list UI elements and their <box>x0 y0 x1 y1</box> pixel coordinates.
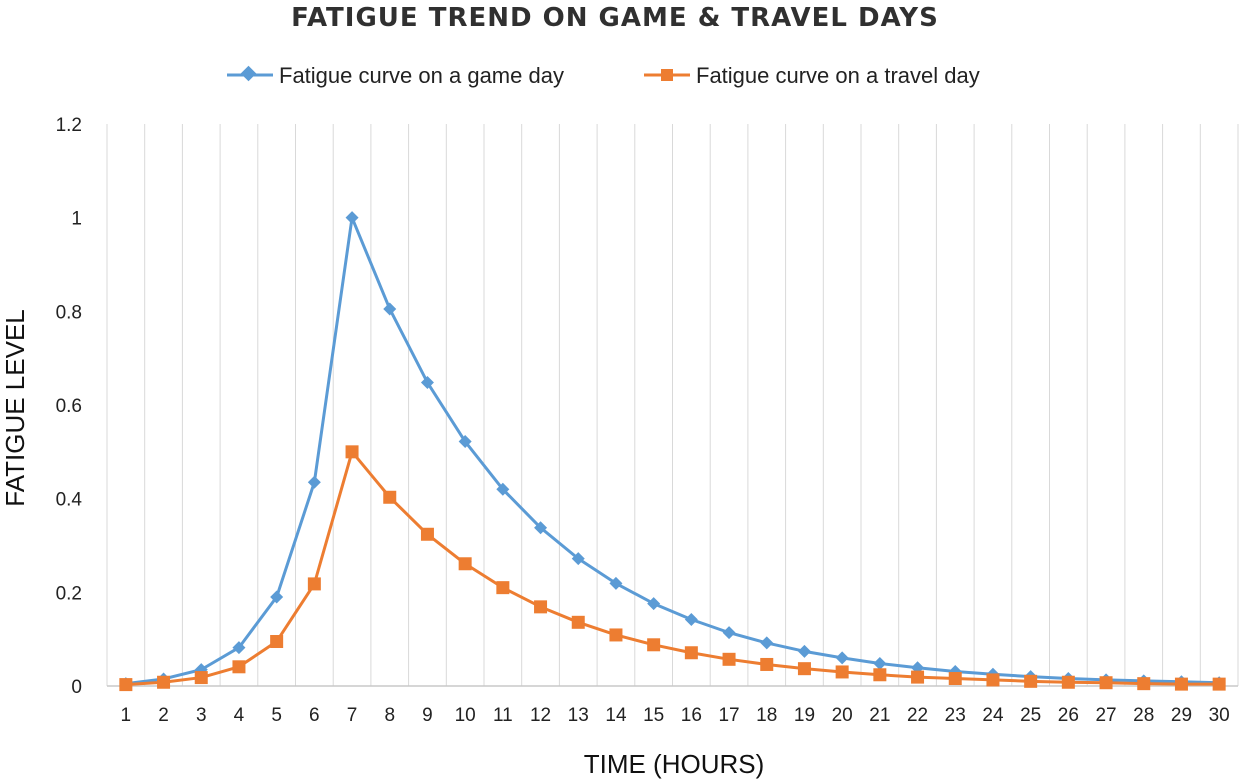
data-point <box>873 657 887 671</box>
x-tick-label: 29 <box>1171 705 1192 726</box>
x-tick-label: 16 <box>681 705 702 726</box>
data-point <box>307 577 321 591</box>
data-point <box>835 651 849 665</box>
x-tick-label: 24 <box>982 705 1004 726</box>
x-tick-label: 20 <box>832 705 853 726</box>
data-point <box>835 665 849 679</box>
x-tick-label: 6 <box>309 705 320 726</box>
data-point <box>420 376 434 390</box>
y-tick-label: 1 <box>71 209 82 230</box>
y-tick-label: 0 <box>71 677 82 698</box>
data-point <box>1137 677 1151 691</box>
y-axis-ticks: 0 0.2 0.4 0.6 0.8 1 1.2 <box>56 115 83 698</box>
x-tick-label: 5 <box>271 705 282 726</box>
x-tick-label: 15 <box>643 705 664 726</box>
x-tick-label: 17 <box>718 705 739 726</box>
x-tick-label: 9 <box>422 705 433 726</box>
x-tick-label: 13 <box>568 705 589 726</box>
data-point <box>647 638 661 652</box>
y-axis-label: FATIGUE LEVEL <box>0 309 30 506</box>
x-tick-label: 25 <box>1020 705 1041 726</box>
data-point <box>797 662 811 676</box>
x-tick-label: 10 <box>455 705 476 726</box>
data-point <box>458 435 472 449</box>
data-point <box>684 612 698 626</box>
x-tick-label: 8 <box>384 705 395 726</box>
y-tick-label: 0.8 <box>56 302 82 323</box>
gridlines <box>106 124 1239 687</box>
data-point <box>911 670 925 684</box>
x-tick-label: 4 <box>234 705 245 726</box>
legend-travel-marker <box>661 69 673 81</box>
data-point <box>458 557 472 571</box>
series-layer <box>119 211 1226 692</box>
x-tick-label: 7 <box>347 705 358 726</box>
data-point <box>948 672 962 686</box>
x-tick-label: 21 <box>869 705 890 726</box>
legend-game-label: Fatigue curve on a game day <box>279 63 564 88</box>
data-point <box>722 626 736 640</box>
x-axis-ticks: 1 2 3 4 5 6 7 8 9 10 11 12 13 14 15 16 17 18 19 20 21 22 23 24 2… <box>121 705 1230 726</box>
x-tick-label: 23 <box>945 705 966 726</box>
y-tick-label: 0.4 <box>56 490 83 511</box>
data-point <box>1212 677 1226 691</box>
data-point <box>647 597 661 611</box>
x-tick-label: 12 <box>530 705 551 726</box>
x-tick-label: 3 <box>196 705 207 726</box>
data-point <box>609 628 623 642</box>
data-point <box>760 636 774 650</box>
data-point <box>1024 674 1038 688</box>
x-tick-label: 1 <box>121 705 132 726</box>
data-point <box>684 646 698 660</box>
legend: Fatigue curve on a game day Fatigue curv… <box>227 63 980 88</box>
y-tick-label: 0.6 <box>56 396 82 417</box>
y-tick-label: 1.2 <box>56 115 82 136</box>
legend-travel-label: Fatigue curve on a travel day <box>696 63 980 88</box>
x-tick-label: 19 <box>794 705 815 726</box>
data-point <box>420 527 434 541</box>
x-tick-label: 11 <box>493 705 513 726</box>
data-point <box>383 302 397 316</box>
data-point <box>232 660 246 674</box>
data-point <box>760 657 774 671</box>
data-point <box>496 581 510 595</box>
legend-game-marker <box>240 65 257 82</box>
data-point <box>986 673 1000 687</box>
x-tick-label: 22 <box>907 705 928 726</box>
x-axis-label: TIME (HOURS) <box>584 749 765 779</box>
data-point <box>270 590 284 604</box>
data-point <box>496 482 510 496</box>
data-point <box>722 652 736 666</box>
data-point <box>797 644 811 658</box>
chart-title: FATIGUE TREND ON GAME & TRAVEL DAYS <box>291 3 939 33</box>
series-travel-day <box>119 445 1226 692</box>
data-point <box>119 678 133 692</box>
x-tick-label: 28 <box>1133 705 1154 726</box>
data-point <box>873 668 887 682</box>
x-tick-label: 18 <box>756 705 777 726</box>
data-point <box>307 475 321 489</box>
data-point <box>534 600 548 614</box>
x-tick-label: 27 <box>1095 705 1116 726</box>
data-point <box>345 211 359 225</box>
data-point <box>534 521 548 535</box>
data-point <box>270 635 284 649</box>
y-tick-label: 0.2 <box>56 583 82 604</box>
data-point <box>609 576 623 590</box>
x-tick-label: 14 <box>605 705 627 726</box>
data-point <box>157 675 171 689</box>
data-point <box>232 641 246 655</box>
data-point <box>194 671 208 685</box>
data-point <box>571 552 585 566</box>
data-point <box>383 490 397 504</box>
data-point <box>345 445 359 459</box>
data-point <box>1099 676 1113 690</box>
data-point <box>1174 677 1188 691</box>
data-point <box>571 615 585 629</box>
x-tick-label: 30 <box>1209 705 1230 726</box>
x-tick-label: 2 <box>158 705 169 726</box>
x-tick-label: 26 <box>1058 705 1079 726</box>
data-point <box>1061 675 1075 689</box>
